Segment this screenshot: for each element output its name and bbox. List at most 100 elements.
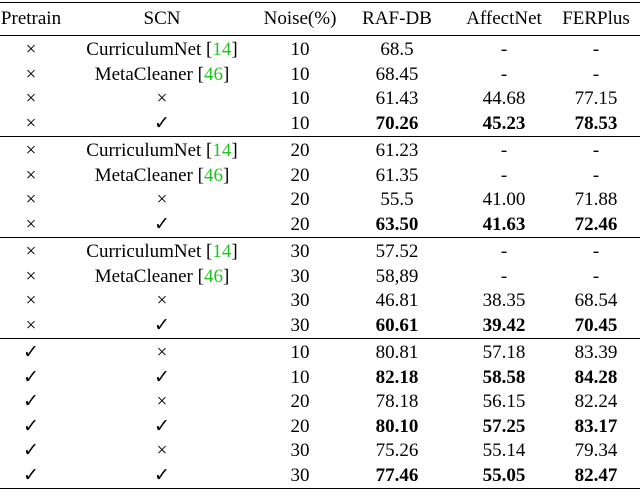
result-cell: - — [592, 63, 600, 85]
scn-cell: MetaCleaner [46] — [62, 63, 262, 88]
table-row: × × 20 55.5 41.00 71.88 — [0, 188, 640, 213]
noise-cell: 30 — [290, 464, 310, 486]
table-header: Pretrain SCN Noise(%) RAF-DB AffectNet FERPlu… — [0, 2, 640, 36]
pretrain-cell: ✓ — [23, 366, 39, 388]
header-cell: SCN — [62, 2, 262, 36]
bracket: ] — [231, 140, 238, 161]
noise-cell: 10 — [290, 112, 310, 134]
scn-cell: ✓ — [154, 314, 170, 336]
table-row: × CurriculumNet [14] 30 57.52 - - — [0, 238, 640, 265]
citation: 46 — [203, 63, 223, 85]
result-cell: 55.14 — [482, 440, 526, 461]
pretrain-cell: × — [25, 112, 37, 134]
noise-cell: 20 — [290, 189, 310, 210]
result-cell: 72.46 — [574, 213, 618, 235]
scn-cell: ✓ — [154, 112, 170, 134]
result-cell: - — [500, 39, 508, 60]
result-cell: 77.46 — [375, 464, 419, 486]
result-cell: 55.5 — [380, 189, 414, 210]
result-cell: - — [592, 140, 600, 161]
result-cell: 71.88 — [574, 189, 618, 210]
pretrain-cell: × — [25, 241, 37, 262]
table-row: ✓ ✓ 30 77.46 55.05 82.47 — [0, 464, 640, 489]
bracket: ] — [222, 164, 230, 186]
table-row: × CurriculumNet [14] 20 61.23 - - — [0, 137, 640, 164]
noise-cell: 30 — [290, 241, 310, 262]
scn-cell: CurriculumNet [14] — [62, 238, 262, 265]
result-cell: 80.81 — [375, 342, 419, 363]
noise-cell: 20 — [290, 213, 310, 235]
result-cell: 58,89 — [375, 265, 419, 287]
method-name: MetaCleaner [ — [94, 265, 204, 287]
pretrain-cell: × — [25, 140, 37, 161]
table-row: × CurriculumNet [14] 10 68.5 - - — [0, 36, 640, 63]
bracket: ] — [231, 241, 238, 262]
pretrain-cell: ✓ — [23, 464, 39, 486]
table-row: ✓ × 30 75.26 55.14 79.34 — [0, 439, 640, 464]
method-name: CurriculumNet [ — [86, 241, 213, 262]
scn-cell: × — [156, 440, 168, 461]
scn-cell: × — [156, 189, 168, 210]
pretrain-cell: ✓ — [23, 415, 39, 437]
result-cell: 41.00 — [482, 189, 526, 210]
result-cell: - — [592, 241, 600, 262]
result-cell: 61.23 — [375, 140, 419, 161]
noise-cell: 30 — [290, 314, 310, 336]
table-row: ✓ ✓ 20 80.10 57.25 83.17 — [0, 415, 640, 440]
header-cell: AffectNet — [456, 2, 552, 36]
result-cell: - — [500, 140, 508, 161]
header-cell: Pretrain — [0, 2, 62, 36]
bracket: ] — [222, 265, 230, 287]
result-cell: 75.26 — [375, 440, 419, 461]
result-cell: 77.15 — [574, 88, 618, 109]
result-cell: - — [500, 164, 508, 186]
result-cell: 70.26 — [375, 112, 419, 134]
result-cell: 44.68 — [482, 88, 526, 109]
result-cell: - — [592, 164, 600, 186]
result-cell: 78.53 — [574, 112, 618, 134]
table-row: × ✓ 20 63.50 41.63 72.46 — [0, 213, 640, 238]
citation: 14 — [212, 140, 232, 161]
scn-cell: MetaCleaner [46] — [62, 265, 262, 290]
pretrain-cell: × — [25, 213, 37, 235]
result-cell: - — [500, 63, 508, 85]
result-cell: 78.18 — [375, 391, 419, 412]
pretrain-cell: × — [25, 189, 37, 210]
result-cell: - — [500, 241, 508, 262]
result-cell: 57.52 — [375, 241, 419, 262]
pretrain-cell: × — [25, 164, 37, 186]
result-cell: 46.81 — [375, 290, 419, 311]
noise-cell: 30 — [290, 265, 310, 287]
table-row: × × 10 61.43 44.68 77.15 — [0, 87, 640, 112]
scn-cell: ✓ — [154, 213, 170, 235]
result-cell: 57.18 — [482, 342, 526, 363]
pretrain-cell: × — [25, 63, 37, 85]
noise-cell: 30 — [290, 440, 310, 461]
result-cell: 68.45 — [375, 63, 419, 85]
result-cell: - — [500, 265, 508, 287]
result-cell: - — [592, 265, 600, 287]
result-cell: 39.42 — [482, 314, 526, 336]
scn-cell: MetaCleaner [46] — [62, 164, 262, 189]
result-cell: 83.39 — [574, 342, 618, 363]
result-cell: 68.54 — [574, 290, 618, 311]
scn-cell: × — [156, 342, 168, 363]
noise-cell: 10 — [290, 88, 310, 109]
noise-cell: 20 — [290, 415, 310, 437]
bracket: ] — [231, 39, 238, 60]
noise-cell: 10 — [290, 63, 310, 85]
result-cell: 70.45 — [574, 314, 618, 336]
noise-cell: 10 — [290, 342, 310, 363]
pretrain-cell: ✓ — [23, 342, 39, 363]
result-cell: 58.58 — [482, 366, 526, 388]
result-cell: 60.61 — [375, 314, 419, 336]
table-row: × × 30 46.81 38.35 68.54 — [0, 289, 640, 314]
scn-cell: ✓ — [154, 415, 170, 437]
result-cell: 80.10 — [375, 415, 419, 437]
scn-cell: × — [156, 391, 168, 412]
header-row: Pretrain SCN Noise(%) RAF-DB AffectNet FERPlu… — [0, 2, 640, 36]
result-cell: 57.25 — [482, 415, 526, 437]
result-cell: 61.35 — [375, 164, 419, 186]
scn-cell: ✓ — [154, 464, 170, 486]
citation: 46 — [203, 164, 223, 186]
